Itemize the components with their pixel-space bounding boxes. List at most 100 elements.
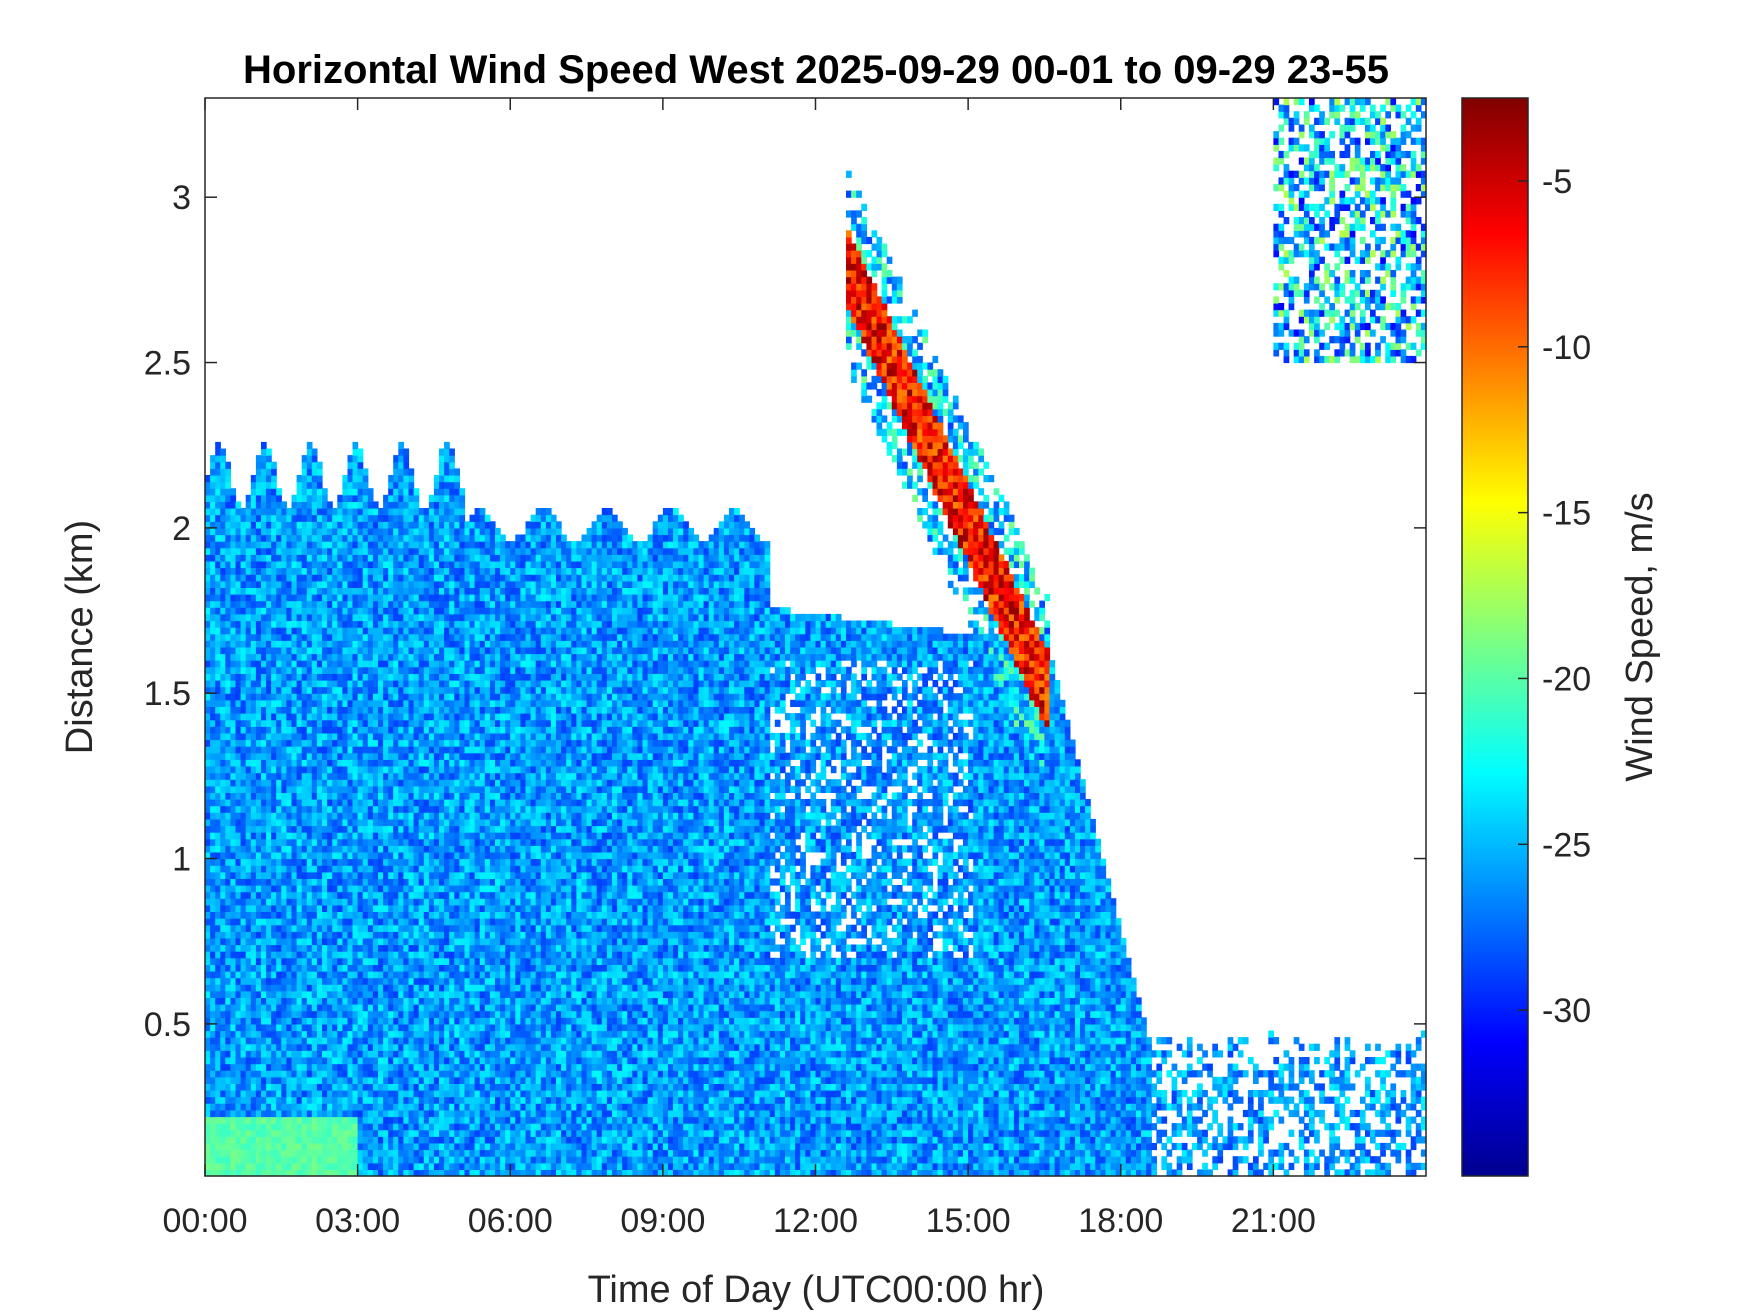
heat-cell <box>255 1096 262 1104</box>
heat-cell <box>372 891 379 899</box>
heatmap-cells <box>205 98 1427 1177</box>
heat-cell <box>210 1063 216 1071</box>
heat-cell <box>372 799 379 807</box>
heat-cell <box>327 1070 333 1078</box>
heat-cell <box>327 799 333 807</box>
heat-cell <box>250 772 257 780</box>
heat-cell <box>362 812 369 820</box>
heat-cell <box>291 732 298 741</box>
heat-cell <box>245 785 252 793</box>
heat-cell <box>367 1116 374 1124</box>
heat-cell <box>423 779 430 787</box>
heat-cell <box>240 594 247 602</box>
heat-cell <box>250 977 257 985</box>
heat-cell <box>311 1116 318 1124</box>
heat-cell <box>230 971 237 979</box>
heat-cell <box>281 918 287 926</box>
heat-cell <box>255 547 262 555</box>
heat-cell <box>225 673 231 681</box>
heat-cell <box>418 871 425 879</box>
heat-cell <box>266 1129 272 1137</box>
heat-cell <box>271 891 277 899</box>
heat-cell <box>215 779 221 787</box>
heat-cell <box>383 1037 389 1045</box>
heat-cell <box>250 1083 257 1091</box>
heat-cell <box>220 501 226 509</box>
heat-cell <box>433 1043 440 1051</box>
heat-cell <box>433 924 440 932</box>
heat-cell <box>316 613 323 622</box>
heat-cell <box>261 461 267 469</box>
heat-cell <box>301 567 308 575</box>
heat-cell <box>240 1057 247 1065</box>
heat-cell <box>225 878 231 886</box>
heat-cell <box>271 1103 277 1111</box>
heat-cell <box>225 858 231 866</box>
heat-cell <box>220 686 226 694</box>
heat-cell <box>250 1169 257 1177</box>
heat-cell <box>255 957 262 965</box>
heat-cell <box>215 838 221 846</box>
heat-cell <box>378 1116 384 1124</box>
heat-cell <box>433 488 440 496</box>
heat-cell <box>271 739 277 747</box>
heat-cell <box>372 904 379 912</box>
heat-cell <box>301 1043 308 1051</box>
heat-cell <box>281 1090 287 1098</box>
heat-cell <box>337 534 343 542</box>
heat-cell <box>327 560 333 569</box>
heat-cell <box>428 937 435 946</box>
heat-cell <box>306 772 313 780</box>
heat-cell <box>408 693 415 701</box>
heat-cell <box>266 1109 272 1118</box>
heat-cell <box>225 871 231 879</box>
heat-cell <box>337 646 343 655</box>
heat-cell <box>306 964 313 972</box>
heat-cell <box>433 1004 440 1012</box>
heat-cell <box>393 481 399 489</box>
heat-cell <box>362 944 369 952</box>
heat-cell <box>322 977 328 985</box>
heat-cell <box>428 766 435 774</box>
heat-cell <box>428 1116 435 1124</box>
heat-cell <box>271 706 277 714</box>
heat-cell <box>327 547 333 555</box>
heat-cell <box>357 1050 364 1058</box>
heat-cell <box>296 838 303 846</box>
heat-cell <box>230 574 237 582</box>
heat-cell <box>296 594 303 602</box>
heat-cell <box>271 508 277 516</box>
heat-cell <box>322 818 328 827</box>
heat-cell <box>428 825 435 833</box>
heat-cell <box>357 1096 364 1104</box>
heat-cell <box>398 560 404 569</box>
heat-cell <box>301 1136 308 1144</box>
heat-cell <box>306 924 313 932</box>
heat-cell <box>235 812 242 820</box>
heat-cell <box>337 494 343 502</box>
heat-cell <box>367 514 374 522</box>
heat-cell <box>418 885 425 893</box>
heat-cell <box>362 1142 369 1151</box>
heat-cell <box>205 825 211 833</box>
heat-cell <box>261 660 267 668</box>
heat-cell <box>423 1142 430 1151</box>
heat-cell <box>327 640 333 648</box>
heat-cell <box>362 799 369 807</box>
heat-cell <box>205 567 211 575</box>
heat-cell <box>271 461 277 469</box>
heat-cell <box>433 607 440 615</box>
heat-cell <box>413 680 420 688</box>
heat-cell <box>240 911 247 919</box>
heat-cell <box>210 845 216 853</box>
heat-cell <box>235 818 242 827</box>
heat-cell <box>423 957 430 965</box>
heat-cell <box>418 613 425 622</box>
heat-cell <box>372 1030 379 1038</box>
heat-cell <box>332 766 338 774</box>
heat-cell <box>388 805 394 813</box>
heat-cell <box>281 772 287 780</box>
heat-cell <box>271 911 277 919</box>
heat-cell <box>398 1050 404 1058</box>
heat-cell <box>408 646 415 655</box>
